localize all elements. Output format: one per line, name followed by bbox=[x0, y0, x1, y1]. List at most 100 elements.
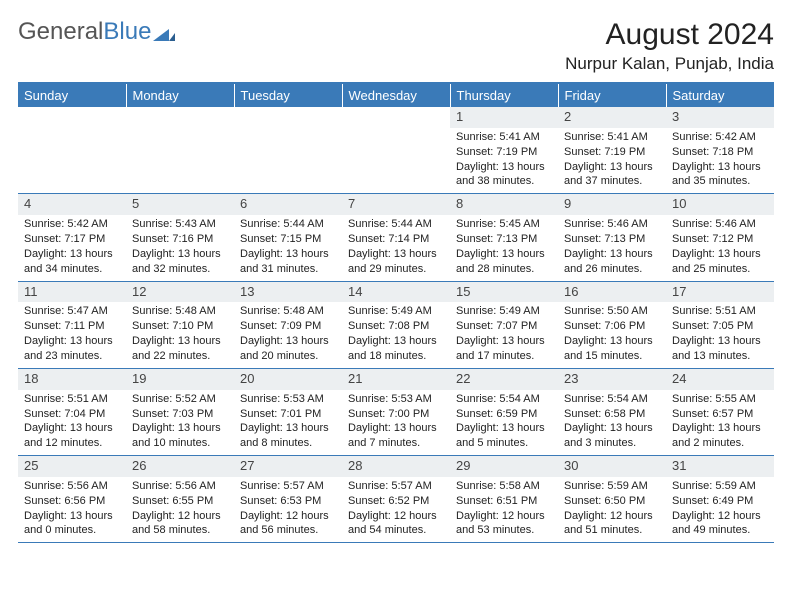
day-details: Sunrise: 5:46 AMSunset: 7:12 PMDaylight:… bbox=[666, 215, 774, 280]
day-details: Sunrise: 5:49 AMSunset: 7:08 PMDaylight:… bbox=[342, 302, 450, 367]
day-number: 19 bbox=[126, 369, 234, 390]
day-details: Sunrise: 5:57 AMSunset: 6:52 PMDaylight:… bbox=[342, 477, 450, 542]
calendar-week-row: 11Sunrise: 5:47 AMSunset: 7:11 PMDayligh… bbox=[18, 281, 774, 368]
brand-logo: GeneralBlue bbox=[18, 18, 175, 46]
calendar-cell: 15Sunrise: 5:49 AMSunset: 7:07 PMDayligh… bbox=[450, 281, 558, 368]
day-number: 7 bbox=[342, 194, 450, 215]
calendar-cell: .. bbox=[126, 107, 234, 194]
calendar-cell: 29Sunrise: 5:58 AMSunset: 6:51 PMDayligh… bbox=[450, 456, 558, 543]
weekday-header: Wednesday bbox=[342, 84, 450, 107]
day-details: Sunrise: 5:48 AMSunset: 7:09 PMDaylight:… bbox=[234, 302, 342, 367]
day-number: 15 bbox=[450, 282, 558, 303]
day-details: Sunrise: 5:51 AMSunset: 7:05 PMDaylight:… bbox=[666, 302, 774, 367]
calendar-cell: 3Sunrise: 5:42 AMSunset: 7:18 PMDaylight… bbox=[666, 107, 774, 194]
day-details: Sunrise: 5:47 AMSunset: 7:11 PMDaylight:… bbox=[18, 302, 126, 367]
day-number: 14 bbox=[342, 282, 450, 303]
day-details: Sunrise: 5:45 AMSunset: 7:13 PMDaylight:… bbox=[450, 215, 558, 280]
month-title: August 2024 bbox=[565, 18, 774, 52]
day-number: 28 bbox=[342, 456, 450, 477]
day-details: Sunrise: 5:48 AMSunset: 7:10 PMDaylight:… bbox=[126, 302, 234, 367]
calendar-cell: 5Sunrise: 5:43 AMSunset: 7:16 PMDaylight… bbox=[126, 194, 234, 281]
day-details: Sunrise: 5:56 AMSunset: 6:55 PMDaylight:… bbox=[126, 477, 234, 542]
calendar-cell: 21Sunrise: 5:53 AMSunset: 7:00 PMDayligh… bbox=[342, 368, 450, 455]
calendar-cell: 31Sunrise: 5:59 AMSunset: 6:49 PMDayligh… bbox=[666, 456, 774, 543]
calendar-week-row: 25Sunrise: 5:56 AMSunset: 6:56 PMDayligh… bbox=[18, 456, 774, 543]
day-details: Sunrise: 5:59 AMSunset: 6:49 PMDaylight:… bbox=[666, 477, 774, 542]
day-number: 12 bbox=[126, 282, 234, 303]
day-number: 24 bbox=[666, 369, 774, 390]
day-number: 11 bbox=[18, 282, 126, 303]
day-details: Sunrise: 5:52 AMSunset: 7:03 PMDaylight:… bbox=[126, 390, 234, 455]
brand-part1: General bbox=[18, 18, 103, 46]
day-number: 17 bbox=[666, 282, 774, 303]
calendar-header-row: SundayMondayTuesdayWednesdayThursdayFrid… bbox=[18, 84, 774, 107]
day-details: Sunrise: 5:51 AMSunset: 7:04 PMDaylight:… bbox=[18, 390, 126, 455]
day-number: 4 bbox=[18, 194, 126, 215]
calendar-cell: 12Sunrise: 5:48 AMSunset: 7:10 PMDayligh… bbox=[126, 281, 234, 368]
calendar-cell: 19Sunrise: 5:52 AMSunset: 7:03 PMDayligh… bbox=[126, 368, 234, 455]
calendar-cell: .. bbox=[234, 107, 342, 194]
calendar-cell: 6Sunrise: 5:44 AMSunset: 7:15 PMDaylight… bbox=[234, 194, 342, 281]
day-number: 1 bbox=[450, 107, 558, 128]
day-number: 25 bbox=[18, 456, 126, 477]
calendar-cell: 25Sunrise: 5:56 AMSunset: 6:56 PMDayligh… bbox=[18, 456, 126, 543]
calendar-cell: 8Sunrise: 5:45 AMSunset: 7:13 PMDaylight… bbox=[450, 194, 558, 281]
title-block: August 2024 Nurpur Kalan, Punjab, India bbox=[565, 18, 774, 74]
calendar-cell: 9Sunrise: 5:46 AMSunset: 7:13 PMDaylight… bbox=[558, 194, 666, 281]
day-details: Sunrise: 5:54 AMSunset: 6:58 PMDaylight:… bbox=[558, 390, 666, 455]
calendar-cell: 23Sunrise: 5:54 AMSunset: 6:58 PMDayligh… bbox=[558, 368, 666, 455]
day-number: 10 bbox=[666, 194, 774, 215]
day-number: 9 bbox=[558, 194, 666, 215]
day-number: 22 bbox=[450, 369, 558, 390]
brand-part2: Blue bbox=[103, 18, 151, 46]
calendar-cell: 14Sunrise: 5:49 AMSunset: 7:08 PMDayligh… bbox=[342, 281, 450, 368]
calendar-cell: 13Sunrise: 5:48 AMSunset: 7:09 PMDayligh… bbox=[234, 281, 342, 368]
calendar-cell: 22Sunrise: 5:54 AMSunset: 6:59 PMDayligh… bbox=[450, 368, 558, 455]
day-details: Sunrise: 5:58 AMSunset: 6:51 PMDaylight:… bbox=[450, 477, 558, 542]
day-details: Sunrise: 5:56 AMSunset: 6:56 PMDaylight:… bbox=[18, 477, 126, 542]
calendar-cell: 20Sunrise: 5:53 AMSunset: 7:01 PMDayligh… bbox=[234, 368, 342, 455]
weekday-header: Tuesday bbox=[234, 84, 342, 107]
calendar-week-row: 4Sunrise: 5:42 AMSunset: 7:17 PMDaylight… bbox=[18, 194, 774, 281]
day-number: 6 bbox=[234, 194, 342, 215]
day-number: 31 bbox=[666, 456, 774, 477]
calendar-cell: 16Sunrise: 5:50 AMSunset: 7:06 PMDayligh… bbox=[558, 281, 666, 368]
day-details: Sunrise: 5:57 AMSunset: 6:53 PMDaylight:… bbox=[234, 477, 342, 542]
day-number: 30 bbox=[558, 456, 666, 477]
calendar-week-row: ........1Sunrise: 5:41 AMSunset: 7:19 PM… bbox=[18, 107, 774, 194]
calendar-cell: 17Sunrise: 5:51 AMSunset: 7:05 PMDayligh… bbox=[666, 281, 774, 368]
day-details: Sunrise: 5:43 AMSunset: 7:16 PMDaylight:… bbox=[126, 215, 234, 280]
calendar-cell: 1Sunrise: 5:41 AMSunset: 7:19 PMDaylight… bbox=[450, 107, 558, 194]
day-number: 26 bbox=[126, 456, 234, 477]
day-number: 21 bbox=[342, 369, 450, 390]
calendar-cell: .. bbox=[18, 107, 126, 194]
day-details: Sunrise: 5:49 AMSunset: 7:07 PMDaylight:… bbox=[450, 302, 558, 367]
day-details: Sunrise: 5:46 AMSunset: 7:13 PMDaylight:… bbox=[558, 215, 666, 280]
day-details: Sunrise: 5:53 AMSunset: 7:01 PMDaylight:… bbox=[234, 390, 342, 455]
day-number: 27 bbox=[234, 456, 342, 477]
day-details: Sunrise: 5:44 AMSunset: 7:14 PMDaylight:… bbox=[342, 215, 450, 280]
day-details: Sunrise: 5:42 AMSunset: 7:17 PMDaylight:… bbox=[18, 215, 126, 280]
day-details: Sunrise: 5:41 AMSunset: 7:19 PMDaylight:… bbox=[558, 128, 666, 193]
calendar-cell: 7Sunrise: 5:44 AMSunset: 7:14 PMDaylight… bbox=[342, 194, 450, 281]
calendar-cell: 11Sunrise: 5:47 AMSunset: 7:11 PMDayligh… bbox=[18, 281, 126, 368]
day-number: 13 bbox=[234, 282, 342, 303]
calendar-cell: .. bbox=[342, 107, 450, 194]
calendar-body: ........1Sunrise: 5:41 AMSunset: 7:19 PM… bbox=[18, 107, 774, 543]
calendar-cell: 24Sunrise: 5:55 AMSunset: 6:57 PMDayligh… bbox=[666, 368, 774, 455]
calendar-cell: 10Sunrise: 5:46 AMSunset: 7:12 PMDayligh… bbox=[666, 194, 774, 281]
weekday-header: Sunday bbox=[18, 84, 126, 107]
day-details: Sunrise: 5:42 AMSunset: 7:18 PMDaylight:… bbox=[666, 128, 774, 193]
day-number: 23 bbox=[558, 369, 666, 390]
weekday-header: Monday bbox=[126, 84, 234, 107]
day-number: 20 bbox=[234, 369, 342, 390]
calendar-table: SundayMondayTuesdayWednesdayThursdayFrid… bbox=[18, 84, 774, 543]
location-label: Nurpur Kalan, Punjab, India bbox=[565, 54, 774, 74]
day-details: Sunrise: 5:54 AMSunset: 6:59 PMDaylight:… bbox=[450, 390, 558, 455]
calendar-cell: 26Sunrise: 5:56 AMSunset: 6:55 PMDayligh… bbox=[126, 456, 234, 543]
day-number: 29 bbox=[450, 456, 558, 477]
calendar-cell: 18Sunrise: 5:51 AMSunset: 7:04 PMDayligh… bbox=[18, 368, 126, 455]
day-number: 16 bbox=[558, 282, 666, 303]
day-details: Sunrise: 5:44 AMSunset: 7:15 PMDaylight:… bbox=[234, 215, 342, 280]
day-details: Sunrise: 5:50 AMSunset: 7:06 PMDaylight:… bbox=[558, 302, 666, 367]
